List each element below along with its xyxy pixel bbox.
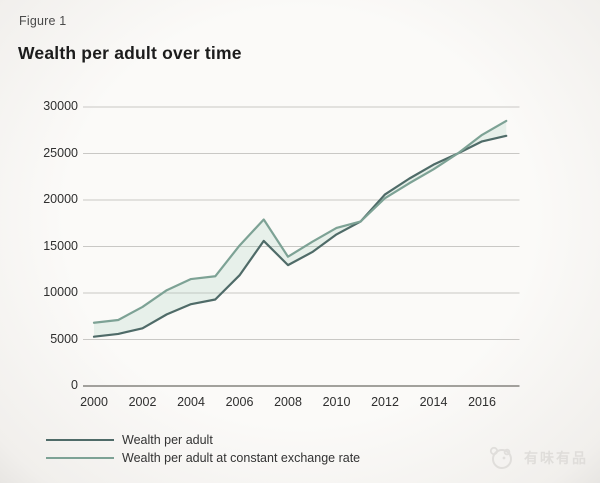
y-tick-label: 20000 — [43, 192, 78, 206]
y-tick-label: 25000 — [43, 145, 78, 160]
brand-logo-icon — [489, 446, 512, 469]
y-tick-label: 0 — [71, 378, 78, 392]
y-tick-label: 10000 — [43, 285, 78, 299]
x-tick-label: 2016 — [468, 395, 496, 409]
x-tick-label: 2004 — [177, 395, 205, 409]
x-tick-label: 2014 — [419, 395, 448, 409]
y-tick-label: 5000 — [50, 331, 78, 346]
x-tick-label: 2008 — [274, 395, 302, 409]
x-tick-label: 2006 — [225, 395, 254, 409]
x-tick-label: 2000 — [80, 395, 108, 409]
x-tick-label: 2012 — [371, 395, 399, 409]
series-fill-area — [94, 120, 507, 337]
x-tick-label: 2002 — [128, 395, 157, 409]
series-line-wealth-per-adult — [92, 134, 508, 338]
figure-label: Figure 1 — [19, 14, 67, 28]
y-tick-label: 30000 — [43, 99, 78, 113]
watermark: 有味有品 — [486, 444, 588, 472]
legend-label: Wealth per adult — [122, 433, 213, 447]
legend-label: Wealth per adult at constant exchange ra… — [122, 451, 361, 465]
legend-row: Wealth per adult — [46, 431, 360, 449]
legend-line-swatch — [46, 439, 114, 441]
watermark-text: 有味有品 — [524, 450, 588, 466]
y-tick-label: 15000 — [43, 238, 78, 253]
chart-title: Wealth per adult over time — [18, 43, 242, 63]
chart-legend: Wealth per adult Wealth per adult at cons… — [46, 431, 360, 467]
legend-line-swatch — [46, 457, 114, 459]
x-tick-label: 2010 — [322, 395, 351, 409]
series-line-constant-exchange-rate — [92, 119, 508, 324]
legend-row: Wealth per adult at constant exchange ra… — [46, 449, 360, 467]
